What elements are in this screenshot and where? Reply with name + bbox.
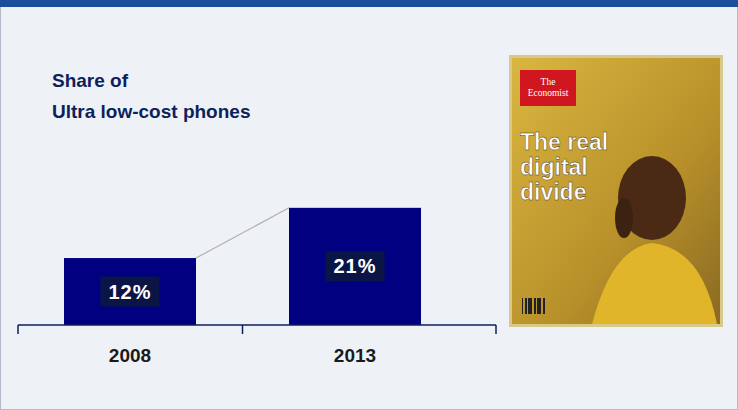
cover-barcode: [540, 298, 541, 314]
cover-edge: [509, 55, 723, 327]
data-label: 21%: [333, 255, 376, 277]
x-tick-label: 2008: [109, 345, 151, 366]
cover: TheEconomist The realdigitaldivide: [509, 55, 723, 327]
tick-separator: [495, 325, 497, 334]
bars: [64, 208, 421, 325]
cover-barcode: [534, 298, 536, 314]
cover-masthead-line: The: [541, 77, 556, 87]
panel-background: [0, 0, 738, 410]
cover-headline: divide: [520, 179, 586, 205]
cover-barcode: [531, 298, 532, 314]
cover-barcode: [525, 298, 527, 314]
cover-barcode: [537, 298, 540, 314]
cover-figure-body: [592, 243, 717, 324]
title-line: Ultra low-cost phones: [52, 101, 250, 122]
cover-barcode: [522, 298, 523, 314]
cover-headline: The real: [520, 129, 608, 155]
cover-headline: digital: [520, 154, 588, 180]
bar: [64, 258, 196, 325]
data-label-group: 21%: [325, 251, 384, 281]
cover-masthead: TheEconomist: [528, 77, 569, 98]
data-label: 12%: [108, 281, 151, 303]
cover-barcode: [543, 298, 545, 314]
panel-border: [1, 1, 738, 410]
x-tick-label: 2013: [334, 345, 376, 366]
title: Share of Ultra low-cost phones: [52, 70, 250, 122]
data-label-group: 12%: [100, 277, 159, 307]
cover-masthead-box: [520, 70, 576, 106]
data-label-box: [325, 251, 384, 281]
x-axis: [18, 324, 496, 326]
cover-photo: [512, 58, 720, 324]
top-band: [0, 0, 738, 7]
bar: [289, 208, 421, 325]
connector: [196, 208, 289, 258]
cover-masthead-line: Economist: [528, 88, 569, 98]
tick-separator: [17, 325, 19, 334]
chart: Share of Ultra low-cost phones 2008 2013 12%…: [0, 0, 738, 410]
data-label-box: [100, 277, 159, 307]
title-line: Share of: [52, 70, 129, 91]
cover-barcode: [528, 298, 531, 314]
tick-separator: [242, 325, 244, 334]
cover-figure-hand: [615, 198, 633, 238]
